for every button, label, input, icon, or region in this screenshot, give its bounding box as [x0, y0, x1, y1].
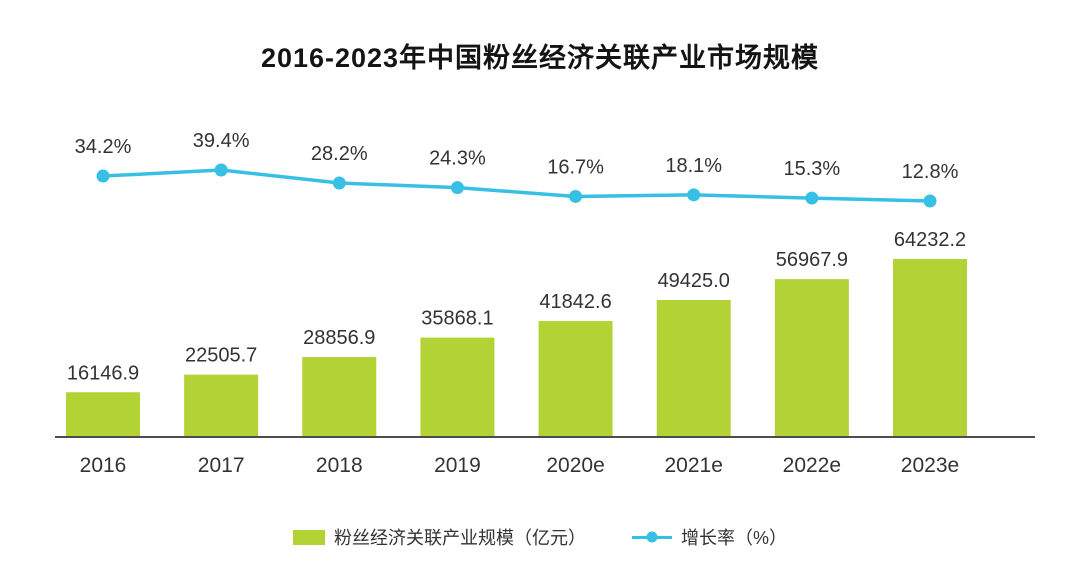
line-point: [332, 176, 346, 190]
bar: [538, 321, 613, 437]
x-axis-label: 2017: [198, 454, 245, 477]
growth-rate-label: 16.7%: [547, 156, 604, 178]
chart-title: 2016-2023年中国粉丝经济关联产业市场规模: [260, 43, 820, 73]
bar: [656, 300, 731, 437]
line-point: [96, 169, 110, 183]
growth-line: [102, 168, 931, 203]
bar: [302, 357, 377, 437]
bar-series-swatch-icon: [292, 529, 325, 545]
line-point: [569, 189, 583, 203]
line-point: [214, 163, 228, 177]
growth-rate-label: 34.2%: [75, 136, 132, 158]
bar-value-label: 49425.0: [658, 270, 730, 292]
line-point: [687, 188, 701, 202]
growth-rate-label: 28.2%: [311, 143, 368, 165]
growth-rate-label: 39.4%: [193, 130, 250, 152]
line-swatch-dot: [646, 531, 658, 543]
bar: [420, 337, 495, 437]
x-axis-label: 2016: [80, 454, 127, 477]
growth-rate-label: 24.3%: [429, 148, 486, 170]
bar-value-label: 28856.9: [303, 327, 375, 349]
bar-value-label: 35868.1: [421, 308, 493, 330]
x-axis-label: 2020e: [546, 454, 604, 477]
x-axis-label: 2019: [434, 454, 481, 477]
bar: [893, 259, 967, 437]
line-point: [805, 191, 819, 205]
line-series-label: 增长率（%）: [680, 528, 787, 548]
bar-value-label: 64232.2: [894, 229, 966, 251]
growth-rate-label: 12.8%: [902, 161, 959, 183]
growth-rate-label: 18.1%: [665, 155, 722, 177]
growth-rate-label: 15.3%: [783, 158, 840, 180]
x-axis-label: 2018: [316, 454, 363, 477]
bar: [66, 392, 140, 437]
bar-value-label: 16146.9: [67, 362, 139, 384]
bar-value-label: 41842.6: [539, 291, 611, 313]
bar-series-label: 粉丝经济关联产业规模（亿元）: [333, 528, 586, 548]
x-axis-label: 2022e: [783, 454, 841, 477]
legend-item-line-series: 增长率（%）: [631, 524, 787, 550]
x-axis-label: 2023e: [901, 454, 959, 477]
bar-value-label: 56967.9: [776, 249, 848, 271]
legend-item-bar-series: 粉丝经济关联产业规模（亿元）: [292, 524, 586, 550]
x-axis-label: 2021e: [665, 454, 723, 477]
line-series-swatch-icon: [631, 531, 672, 543]
bar-value-label: 22505.7: [185, 345, 257, 367]
bar: [774, 279, 849, 437]
line-point: [450, 181, 464, 195]
legend: 粉丝经济关联产业规模（亿元） 增长率（%）: [0, 524, 1080, 550]
bar: [184, 374, 259, 437]
line-point: [923, 194, 937, 208]
